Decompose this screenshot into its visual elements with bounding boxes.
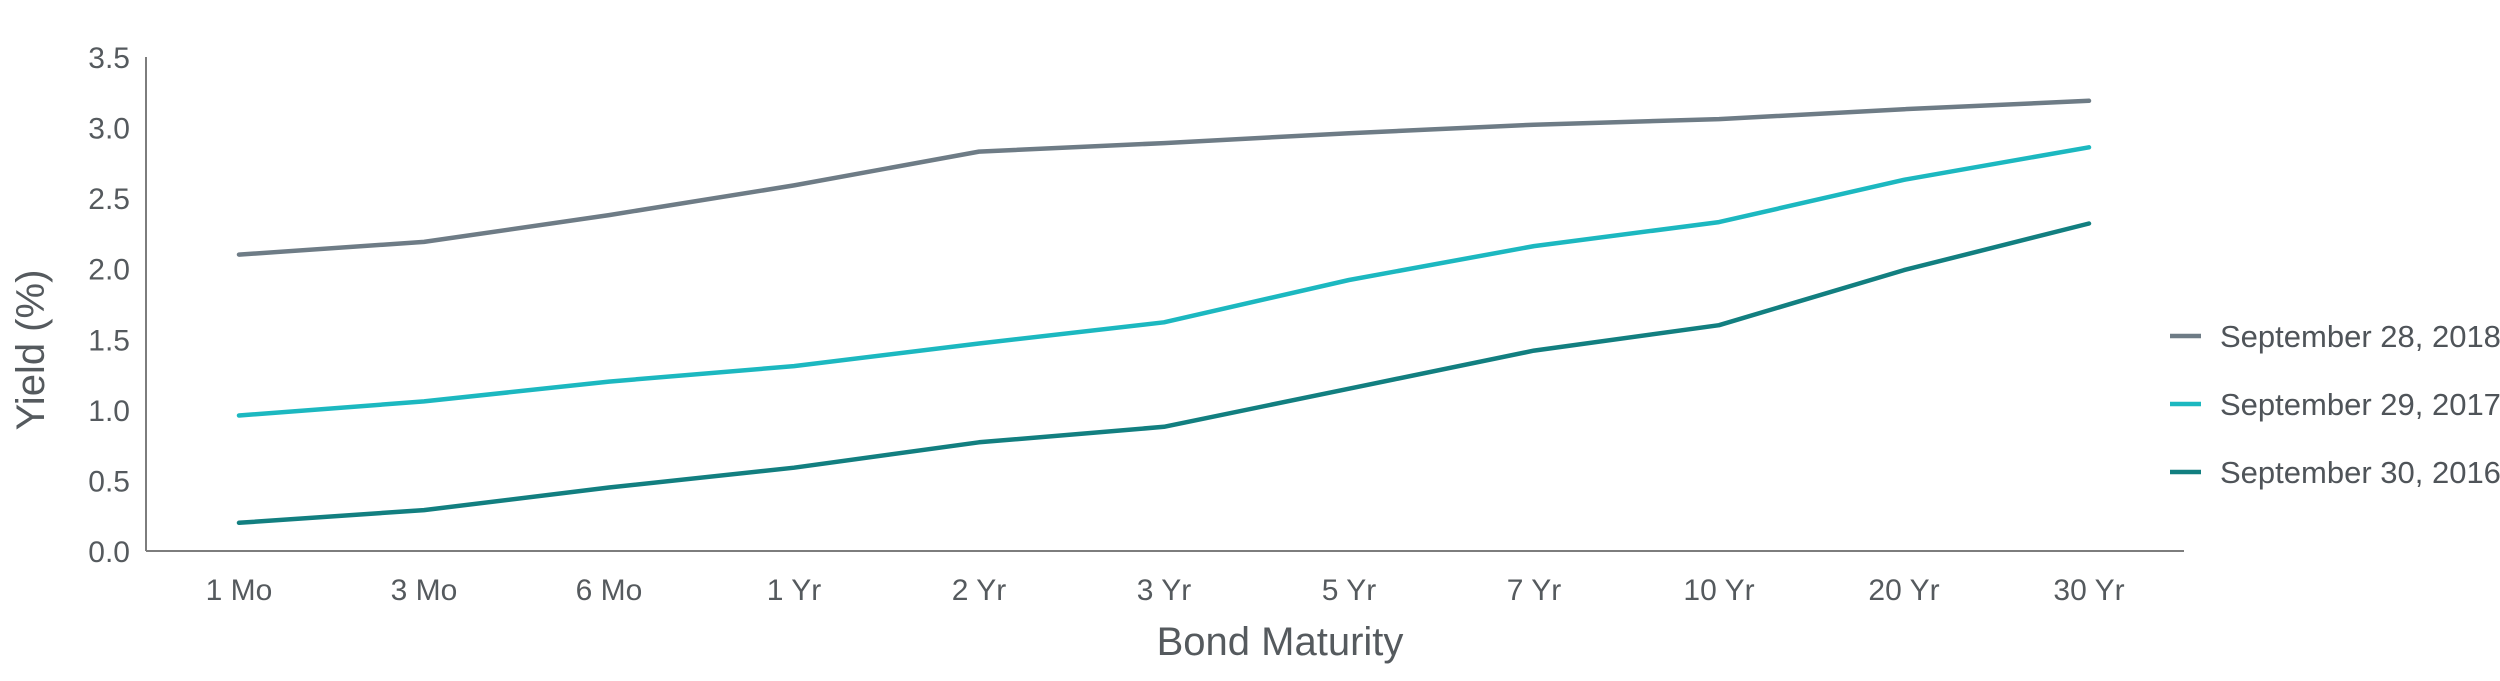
- x-tick-label: 7 Yr: [1507, 574, 1561, 607]
- x-axis-tick-labels: 1 Mo 3 Mo 6 Mo 1 Yr 2 Yr 3 Yr 5 Yr 7 Yr 10 Yr 20 …: [206, 574, 2125, 607]
- y-tick-label: 2.0: [88, 254, 130, 287]
- y-tick-label: 1.5: [88, 324, 130, 357]
- x-tick-label: 2 Yr: [952, 574, 1006, 607]
- series-line-2: [236, 221, 2092, 526]
- legend-label: September 30, 2016: [2220, 455, 2500, 490]
- x-tick-label: 10 Yr: [1683, 574, 1754, 607]
- legend-item: September 30, 2016: [2170, 455, 2500, 490]
- x-tick-label: 1 Mo: [206, 574, 273, 607]
- x-tick-label: 3 Yr: [1137, 574, 1191, 607]
- legend-label: September 29, 2017: [2220, 387, 2500, 422]
- y-tick-label: 3.0: [88, 113, 130, 146]
- x-tick-label: 30 Yr: [2053, 574, 2124, 607]
- x-tick-label: 6 Mo: [576, 574, 643, 607]
- y-axis-title: Yield (%): [9, 270, 53, 431]
- legend: September 28, 2018 September 29, 2017 Sept…: [2170, 319, 2500, 490]
- legend-label: September 28, 2018: [2220, 319, 2500, 354]
- x-tick-label: 20 Yr: [1868, 574, 1939, 607]
- y-tick-label: 0.0: [88, 536, 130, 569]
- x-tick-label: 1 Yr: [767, 574, 821, 607]
- series-line-1: [236, 145, 2092, 418]
- y-tick-label: 2.5: [88, 183, 130, 216]
- legend-item: September 28, 2018: [2170, 319, 2500, 354]
- x-axis-title: Bond Maturity: [1157, 620, 1404, 664]
- y-tick-label: 1.0: [88, 395, 130, 428]
- series-lines: [236, 98, 2092, 526]
- legend-item: September 29, 2017: [2170, 387, 2500, 422]
- y-tick-label: 0.5: [88, 465, 130, 498]
- y-axis-tick-labels: 0.0 0.5 1.0 1.5 2.0 2.5 3.0 3.5: [88, 42, 130, 569]
- x-tick-label: 3 Mo: [391, 574, 458, 607]
- y-tick-label: 3.5: [88, 42, 130, 75]
- x-tick-label: 5 Yr: [1322, 574, 1376, 607]
- series-line-0: [236, 98, 2092, 257]
